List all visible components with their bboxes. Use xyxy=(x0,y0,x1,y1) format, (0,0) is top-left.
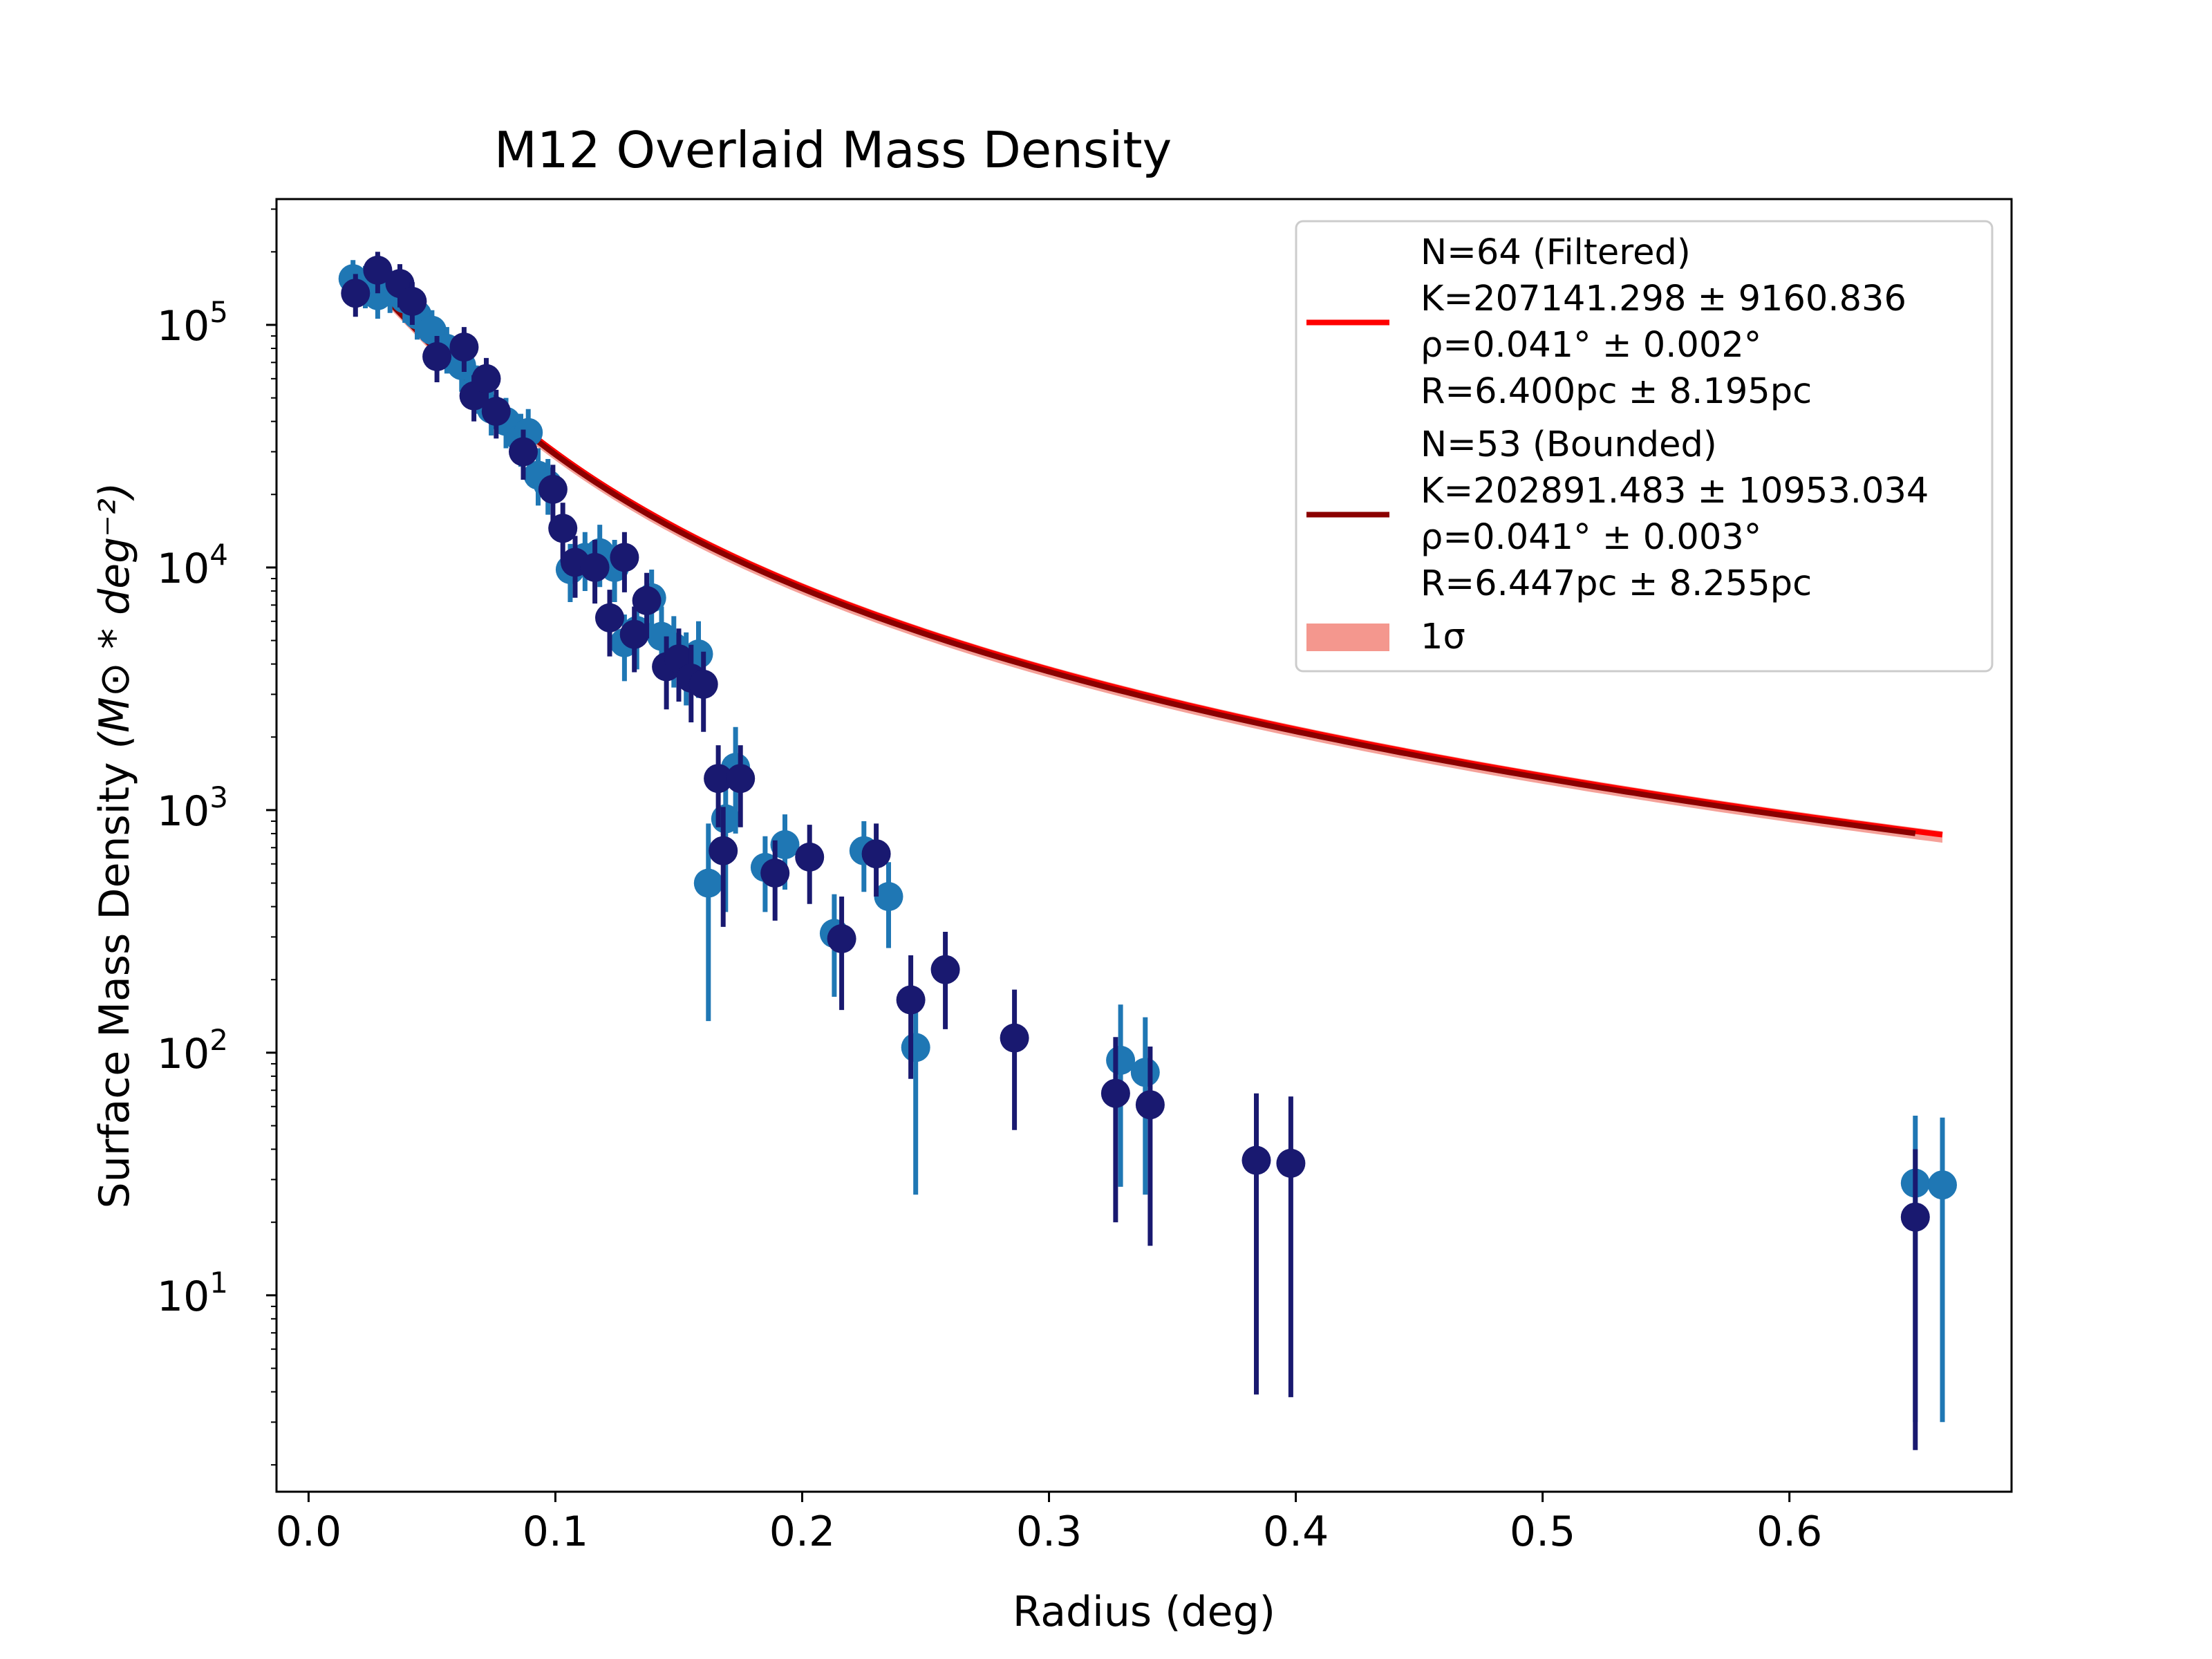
data-point xyxy=(693,868,723,898)
legend-text: R=6.400pc ± 8.195pc xyxy=(1421,371,1812,412)
chart-title: M12 Overlaid Mass Density xyxy=(494,121,1172,179)
fit-line-bounded xyxy=(351,266,1916,836)
data-point xyxy=(619,619,649,649)
x-axis: 0.0 0.1 0.2 0.3 0.4 0.5 0.6 xyxy=(276,1492,1822,1556)
x-tick-label: 0.0 xyxy=(276,1508,341,1556)
legend-text: N=64 (Filtered) xyxy=(1421,232,1691,273)
data-point xyxy=(363,255,393,285)
legend: N=64 (Filtered) K=207141.298 ± 9160.836 ρ=… xyxy=(1295,220,1994,673)
data-point xyxy=(704,764,733,794)
y-tick-label-base: 10 xyxy=(157,545,209,593)
data-point xyxy=(874,882,903,911)
legend-entry-filtered: N=64 (Filtered) K=207141.298 ± 9160.836 ρ=… xyxy=(1306,232,1906,412)
legend-text: ρ=0.041° ± 0.002° xyxy=(1421,325,1761,366)
fit-lines-layer xyxy=(351,264,1943,838)
data-point xyxy=(827,924,856,953)
legend-entry-bounded: N=53 (Bounded) K=202891.483 ± 10953.034 ρ=… xyxy=(1306,424,1929,604)
y-tick-label-exponent: 5 xyxy=(209,295,228,329)
plot-area xyxy=(275,198,2013,1493)
data-point xyxy=(1000,1023,1029,1053)
data-point xyxy=(760,859,790,888)
legend-frame xyxy=(1295,220,1994,673)
data-point xyxy=(422,341,452,371)
legend-text: K=207141.298 ± 9160.836 xyxy=(1421,279,1906,319)
y-tick-label-base: 10 xyxy=(157,1273,209,1321)
data-point xyxy=(471,364,501,393)
data-point xyxy=(481,397,511,427)
data-point xyxy=(595,603,624,632)
legend-entry-sigma: 1σ xyxy=(1306,617,1465,657)
legend-text: K=202891.483 ± 10953.034 xyxy=(1421,471,1929,512)
data-point xyxy=(896,985,926,1015)
data-point xyxy=(861,839,891,869)
legend-text: R=6.447pc ± 8.255pc xyxy=(1421,563,1812,604)
data-point xyxy=(632,585,662,615)
data-point xyxy=(548,514,578,543)
data-point xyxy=(449,332,479,362)
x-tick-label: 0.2 xyxy=(769,1508,835,1556)
data-point xyxy=(688,669,718,699)
y-axis-label-units: (M⊙ * deg⁻²) xyxy=(91,482,139,749)
x-axis-label: Radius (deg) xyxy=(1013,1588,1275,1636)
data-point xyxy=(1928,1170,1957,1200)
y-tick-label-base: 10 xyxy=(157,787,209,836)
y-tick-label-exponent: 2 xyxy=(209,1023,228,1057)
y-tick-label-exponent: 4 xyxy=(209,538,228,572)
data-point xyxy=(341,279,371,308)
data-point xyxy=(538,474,568,504)
data-point xyxy=(580,552,610,582)
data-point xyxy=(1100,1078,1130,1108)
y-tick-label: 104 xyxy=(157,538,228,593)
data-points-layer xyxy=(338,252,1957,1450)
data-point xyxy=(726,764,756,794)
y-tick-label: 101 xyxy=(157,1266,228,1321)
y-tick-label: 103 xyxy=(157,780,228,836)
legend-text: ρ=0.041° ± 0.003° xyxy=(1421,517,1761,558)
legend-text: 1σ xyxy=(1421,617,1465,657)
data-point xyxy=(397,287,427,316)
data-point xyxy=(1106,1045,1136,1075)
x-tick-label: 0.5 xyxy=(1510,1508,1575,1556)
y-tick-label: 102 xyxy=(157,1023,228,1078)
data-point xyxy=(770,830,800,859)
x-tick-label: 0.3 xyxy=(1016,1508,1082,1556)
x-tick-label: 0.1 xyxy=(523,1508,588,1556)
x-tick-label: 0.6 xyxy=(1756,1508,1822,1556)
y-tick-label-base: 10 xyxy=(157,302,209,350)
data-point xyxy=(1135,1090,1165,1120)
data-point xyxy=(509,437,538,467)
y-tick-label-base: 10 xyxy=(157,1030,209,1078)
y-tick-label-exponent: 3 xyxy=(209,780,228,814)
y-axis-label: Surface Mass Density (M⊙ * deg⁻²) xyxy=(91,482,139,1209)
legend-swatch-patch xyxy=(1306,624,1389,651)
data-point xyxy=(1241,1145,1271,1175)
data-point xyxy=(610,543,639,572)
data-point xyxy=(901,1033,930,1062)
legend-text: N=53 (Bounded) xyxy=(1421,424,1717,465)
data-point xyxy=(1900,1202,1930,1232)
data-point xyxy=(1130,1058,1160,1087)
y-tick-label-exponent: 1 xyxy=(209,1266,228,1300)
series-bounded xyxy=(341,252,1930,1450)
data-point xyxy=(930,955,960,984)
y-tick-label: 105 xyxy=(157,295,228,350)
data-point xyxy=(709,836,738,865)
y-axis-label-text: Surface Mass Density xyxy=(91,762,139,1209)
x-tick-label: 0.4 xyxy=(1263,1508,1329,1556)
data-point xyxy=(795,842,825,872)
data-point xyxy=(1276,1148,1306,1178)
